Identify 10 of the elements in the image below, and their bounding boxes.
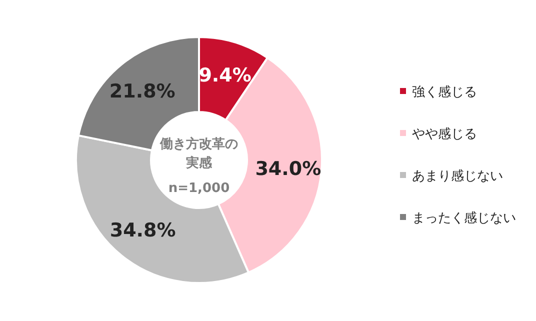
data-label: 9.4% [198, 64, 252, 86]
text: n=1,000 [168, 181, 230, 196]
legend-label: まったく感じない [412, 211, 516, 226]
text: 働き方改革の実感 [159, 136, 238, 171]
data-label: 21.8% [109, 80, 176, 103]
data-label: 34.8% [110, 220, 176, 242]
legend-label: あまり感じない [412, 169, 503, 184]
data-label: 34.0% [255, 158, 322, 180]
legend-label: 強く感じる [412, 85, 477, 100]
legend-label: やや感じる [412, 127, 477, 142]
